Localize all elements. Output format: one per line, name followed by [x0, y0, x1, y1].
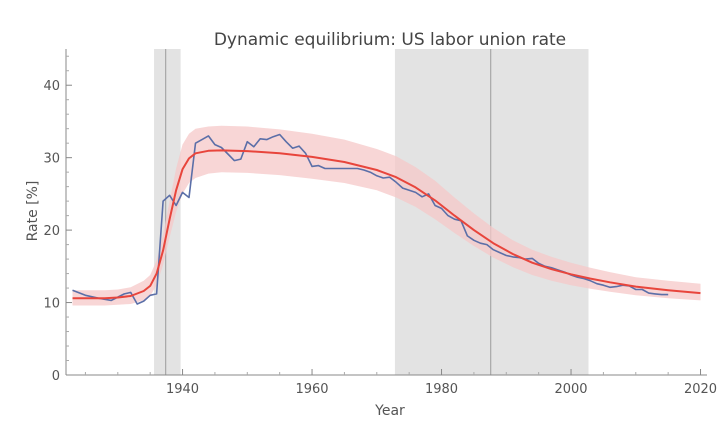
x-tick-label: 2000 [554, 382, 587, 397]
recession-shading [154, 49, 589, 375]
confidence-band [72, 125, 701, 306]
series-layer [72, 133, 701, 305]
x-tick-label: 2020 [684, 382, 717, 397]
x-axis-title: Year [374, 403, 405, 419]
axes [65, 49, 707, 376]
y-tick-label: 10 [43, 297, 60, 312]
shaded-region-0 [154, 49, 181, 375]
x-tick-label: 1980 [425, 382, 458, 397]
x-tick-label: 1940 [166, 382, 199, 397]
x-tick-label: 1960 [295, 382, 328, 397]
y-tick-label: 30 [43, 152, 60, 167]
series-line-model [72, 149, 701, 300]
confidence-band-area [72, 125, 701, 306]
y-tick-label: 40 [43, 79, 60, 94]
y-tick-label: 0 [52, 369, 60, 384]
chart-title: Dynamic equilibrium: US labor union rate [214, 30, 566, 50]
ticks: 1940 1960 1980 2000 2020 0 10 20 30 40 [43, 55, 717, 397]
y-axis-title: Rate [%] [25, 181, 41, 242]
y-tick-label: 20 [43, 224, 60, 239]
